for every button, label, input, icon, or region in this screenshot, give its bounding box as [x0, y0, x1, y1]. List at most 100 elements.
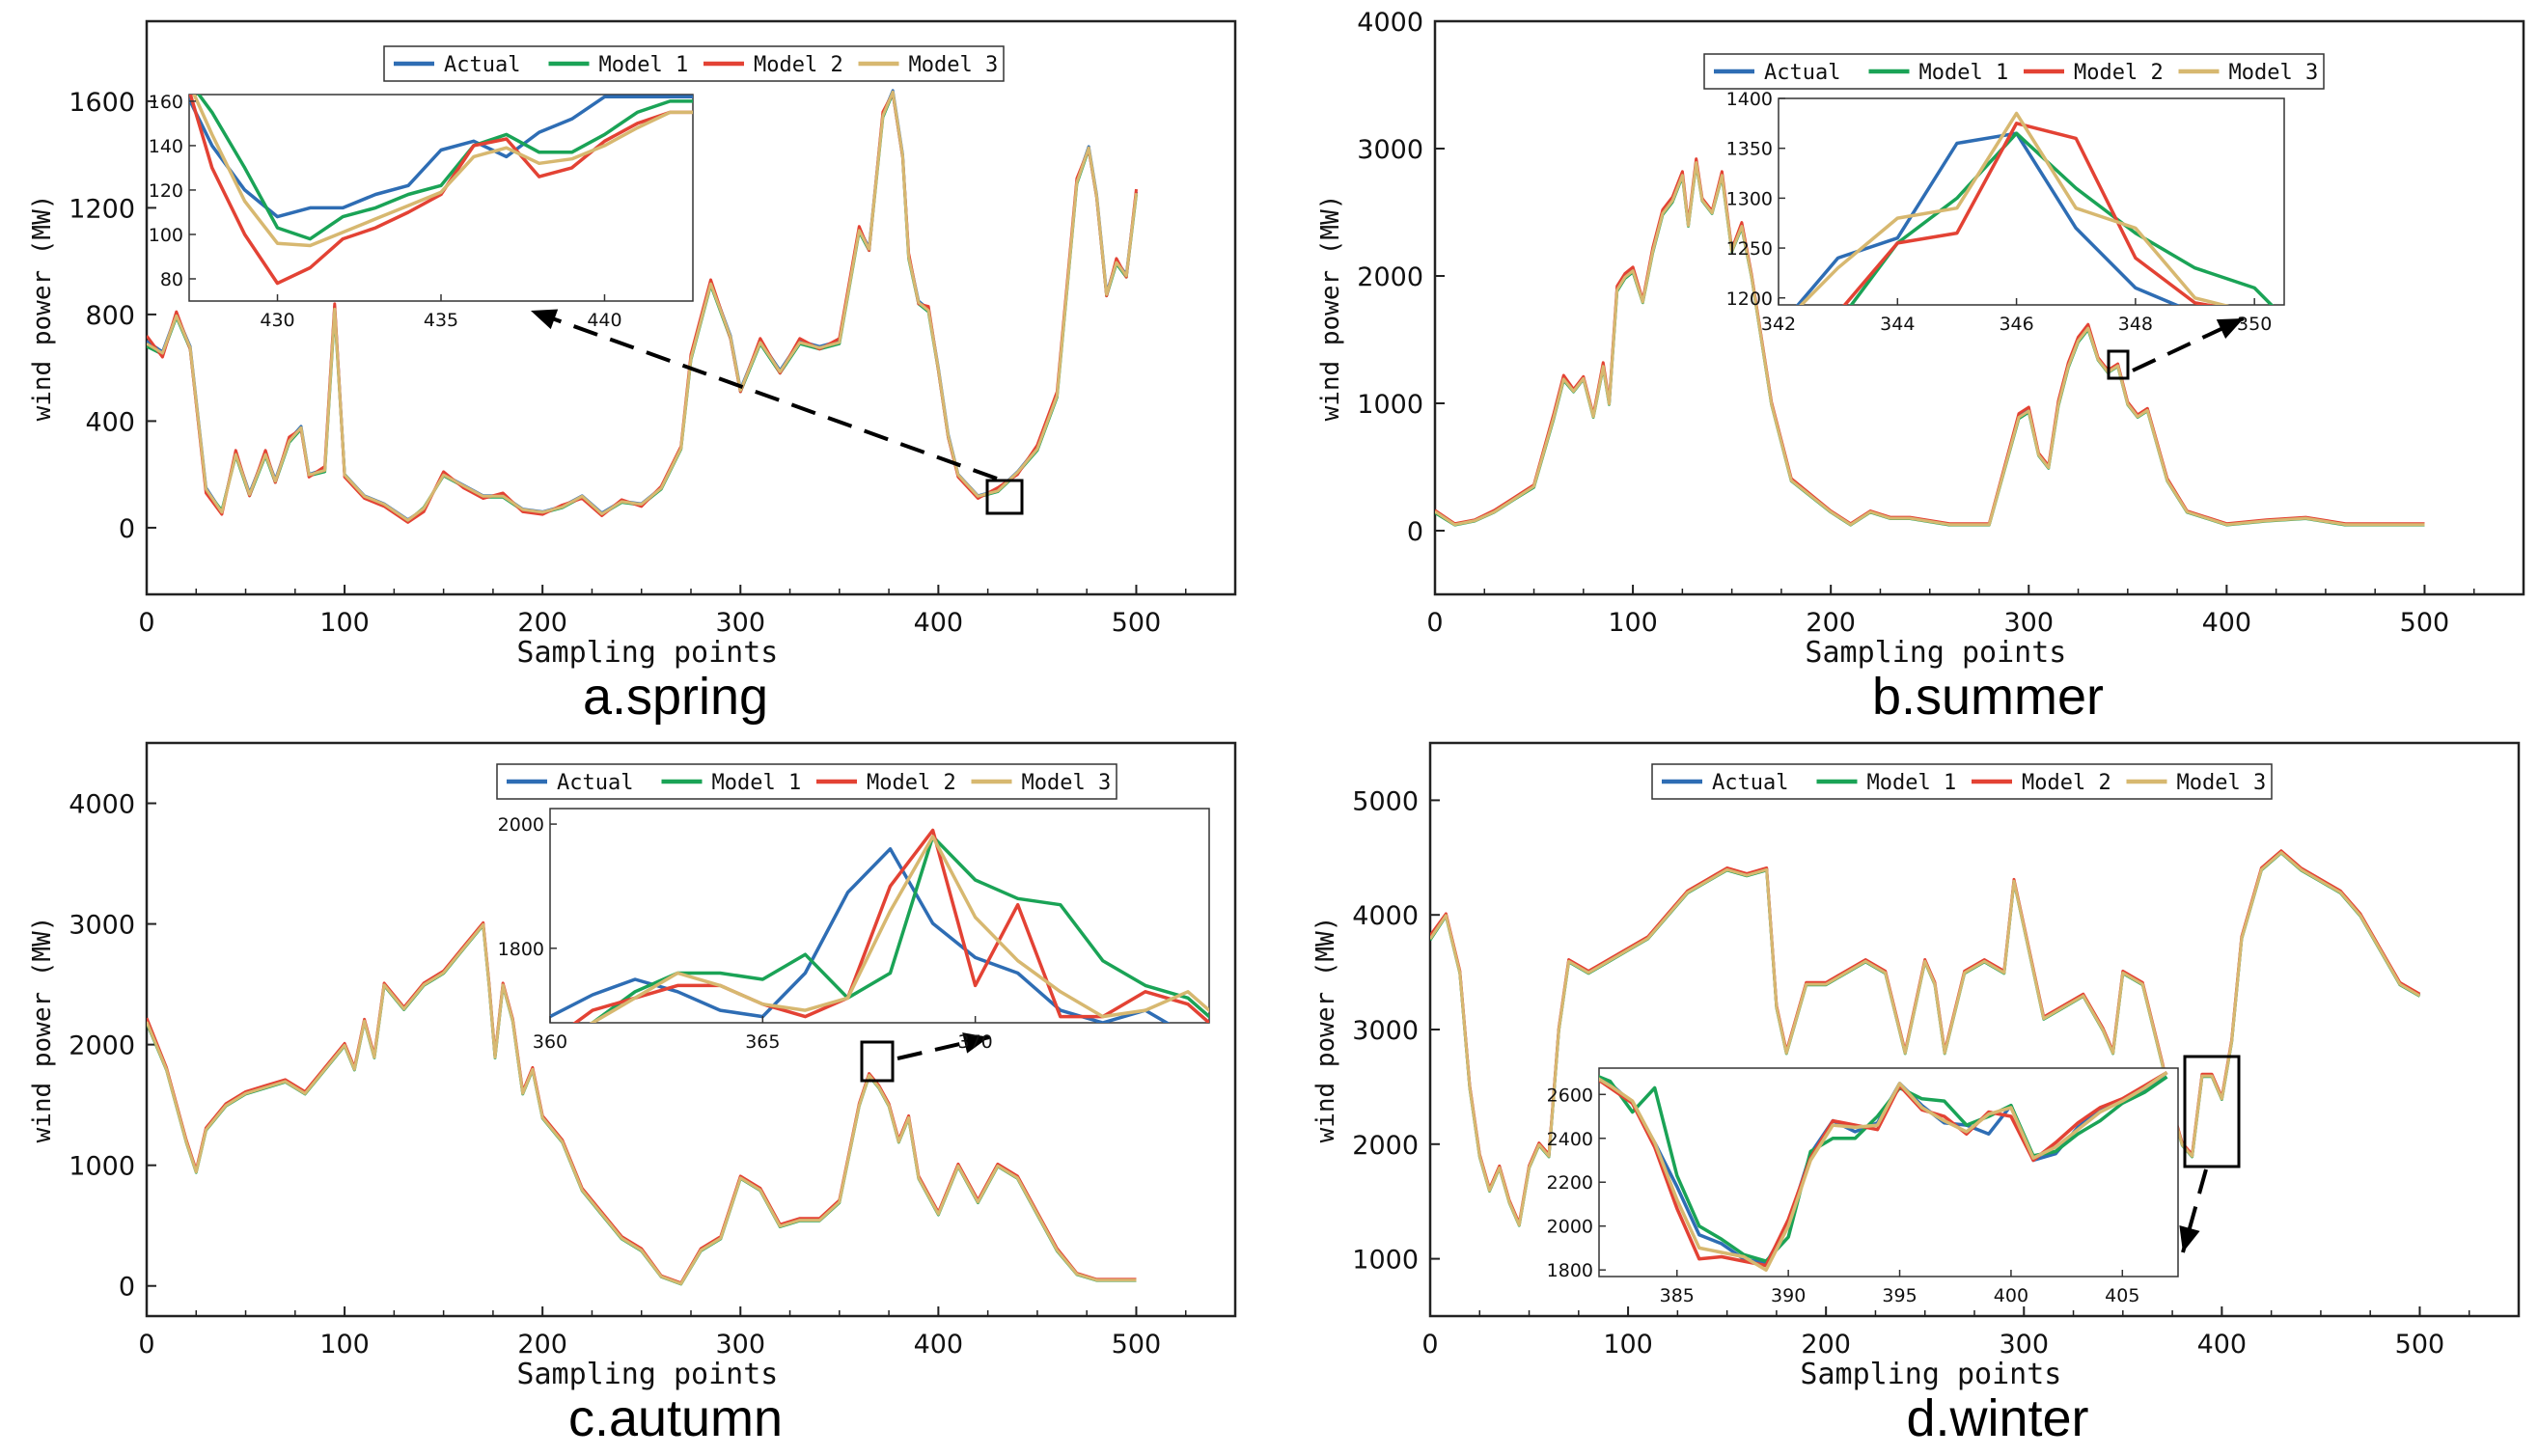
inset-x-tick-label: 395 [1882, 1285, 1917, 1306]
inset-series-model-2 [1599, 1070, 2168, 1268]
inset-x-tick-label: 400 [1994, 1285, 2028, 1306]
subplot-caption: d.winter [1906, 1389, 2088, 1447]
x-axis-label: Sampling points [516, 636, 778, 670]
inset-frame [1598, 1067, 2179, 1277]
y-tick-label: 4000 [69, 790, 135, 820]
inset-zoom-chart: 342 344 346 348 350 1200 1250 1300 1350 1400 [1726, 89, 2285, 335]
x-tick-label: 400 [914, 1330, 964, 1360]
legend: Actual Model 1 Model 2 Model 3 [1651, 763, 2273, 800]
y-axis-label: wind power (MW) [1316, 195, 1345, 422]
main-plot-lines [147, 89, 1138, 524]
y-tick-label: 3000 [1357, 135, 1423, 165]
subplot-caption: a.spring [583, 668, 768, 726]
inset-y-tick-label: 2400 [1547, 1129, 1593, 1150]
x-tick-label: 200 [517, 1330, 567, 1360]
legend-label: Model 1 [712, 771, 802, 795]
main-series-model-3 [147, 90, 1138, 522]
zoom-region-box [985, 479, 1024, 515]
legend-box [496, 763, 1117, 800]
chart-1: 0 100 200 300 400 500 0 400 800 1200 1600 Sampling … [28, 19, 1237, 726]
inset-series-model-3 [1799, 111, 2230, 305]
inset-zoom-chart: 360 365 370 1800 2000 [498, 808, 1210, 1053]
x-tick-label: 400 [2197, 1330, 2248, 1360]
inset-series-actual [550, 847, 1171, 1023]
x-tick-label: 100 [319, 608, 370, 638]
legend: Actual Model 1 Model 2 Model 3 [383, 45, 1005, 82]
inset-y-tick-label: 160 [149, 92, 183, 113]
y-tick-label: 5000 [1352, 786, 1419, 816]
inset-y-tick-label: 80 [160, 269, 183, 290]
zoom-arrow-line [2181, 1168, 2208, 1253]
inset-y-tick-label: 1200 [1726, 288, 1773, 310]
legend-label: Model 2 [754, 53, 843, 77]
inset-x-tick-label: 365 [745, 1031, 780, 1053]
y-tick-label: 3000 [1352, 1016, 1419, 1046]
x-tick-label: 300 [715, 608, 765, 638]
zoom-arrow-head [962, 1032, 989, 1054]
inset-y-tick-label: 1250 [1726, 238, 1773, 260]
y-tick-label: 400 [85, 407, 135, 437]
x-tick-label: 0 [138, 1330, 154, 1360]
zoom-arrow-head [2179, 1225, 2200, 1252]
inset-series-model-2 [189, 95, 693, 286]
x-axis-label: Sampling points [1805, 636, 2066, 670]
main-plot-lines [1430, 849, 2421, 1227]
x-tick-label: 0 [1421, 1330, 1438, 1360]
inset-zoom-chart: 385 390 395 400 405 1800 2000 2200 2400 2600 [1547, 1067, 2179, 1306]
zoom-region-box [860, 1040, 895, 1083]
y-tick-label: 2000 [1352, 1131, 1419, 1161]
zoom-arrow-line [530, 309, 998, 481]
legend-label: Model 3 [2177, 771, 2267, 795]
y-tick-label: 0 [1407, 517, 1423, 547]
main-series-model-3 [1435, 161, 2425, 527]
inset-zoom-chart: 430 435 440 80 100 120 140 160 [149, 92, 694, 331]
inset-series-model-2 [1842, 122, 2218, 305]
inset-series-actual [1795, 131, 2181, 305]
inset-lines [1795, 111, 2275, 305]
legend-label: Model 3 [909, 53, 999, 77]
legend-label: Actual [1764, 61, 1840, 85]
inset-y-tick-label: 1800 [1547, 1260, 1593, 1281]
x-tick-label: 500 [2400, 608, 2450, 638]
inset-y-tick-label: 1300 [1726, 188, 1773, 209]
main-series-model-3 [1430, 851, 2421, 1227]
inset-x-tick-label: 360 [533, 1031, 567, 1053]
legend-label: Actual [1712, 771, 1788, 795]
main-plot-lines [147, 920, 1137, 1286]
legend-label: Actual [444, 53, 520, 77]
legend-label: Model 3 [2229, 61, 2319, 85]
y-tick-label: 1000 [1357, 390, 1423, 420]
y-tick-label: 1600 [69, 88, 135, 118]
inset-x-tick-label: 370 [958, 1031, 993, 1053]
inset-x-tick-label: 348 [2118, 314, 2153, 335]
y-tick-label: 2000 [69, 1031, 135, 1061]
y-tick-label: 0 [119, 514, 135, 544]
inset-series-model-3 [589, 835, 1209, 1023]
inset-y-tick-label: 2200 [1547, 1172, 1593, 1194]
inset-x-tick-label: 344 [1880, 314, 1915, 335]
inset-y-tick-label: 120 [149, 180, 183, 202]
x-tick-label: 400 [914, 608, 964, 638]
x-tick-label: 300 [2003, 608, 2054, 638]
y-tick-label: 800 [85, 301, 135, 331]
x-tick-label: 300 [1999, 1330, 2049, 1360]
legend-label: Model 2 [867, 771, 956, 795]
inset-series-model-3 [1599, 1071, 2168, 1272]
inset-y-tick-label: 100 [149, 225, 183, 246]
inset-x-tick-label: 346 [1999, 314, 2033, 335]
inset-x-tick-label: 405 [2105, 1285, 2139, 1306]
legend: Actual Model 1 Model 2 Model 3 [496, 763, 1117, 800]
x-tick-label: 0 [1426, 608, 1443, 638]
y-tick-label: 1000 [1352, 1246, 1419, 1276]
inset-y-tick-label: 2000 [498, 814, 544, 836]
inset-x-tick-label: 390 [1771, 1285, 1806, 1306]
y-tick-label: 3000 [69, 911, 135, 941]
y-tick-label: 4000 [1352, 901, 1419, 931]
inset-series-model-1 [1599, 1075, 2168, 1263]
y-axis-label: wind power (MW) [1311, 917, 1340, 1143]
x-tick-label: 300 [715, 1330, 765, 1360]
x-tick-label: 500 [1112, 1330, 1162, 1360]
inset-x-tick-label: 435 [424, 310, 458, 331]
y-tick-label: 2000 [1357, 262, 1423, 292]
x-tick-label: 500 [1112, 608, 1162, 638]
